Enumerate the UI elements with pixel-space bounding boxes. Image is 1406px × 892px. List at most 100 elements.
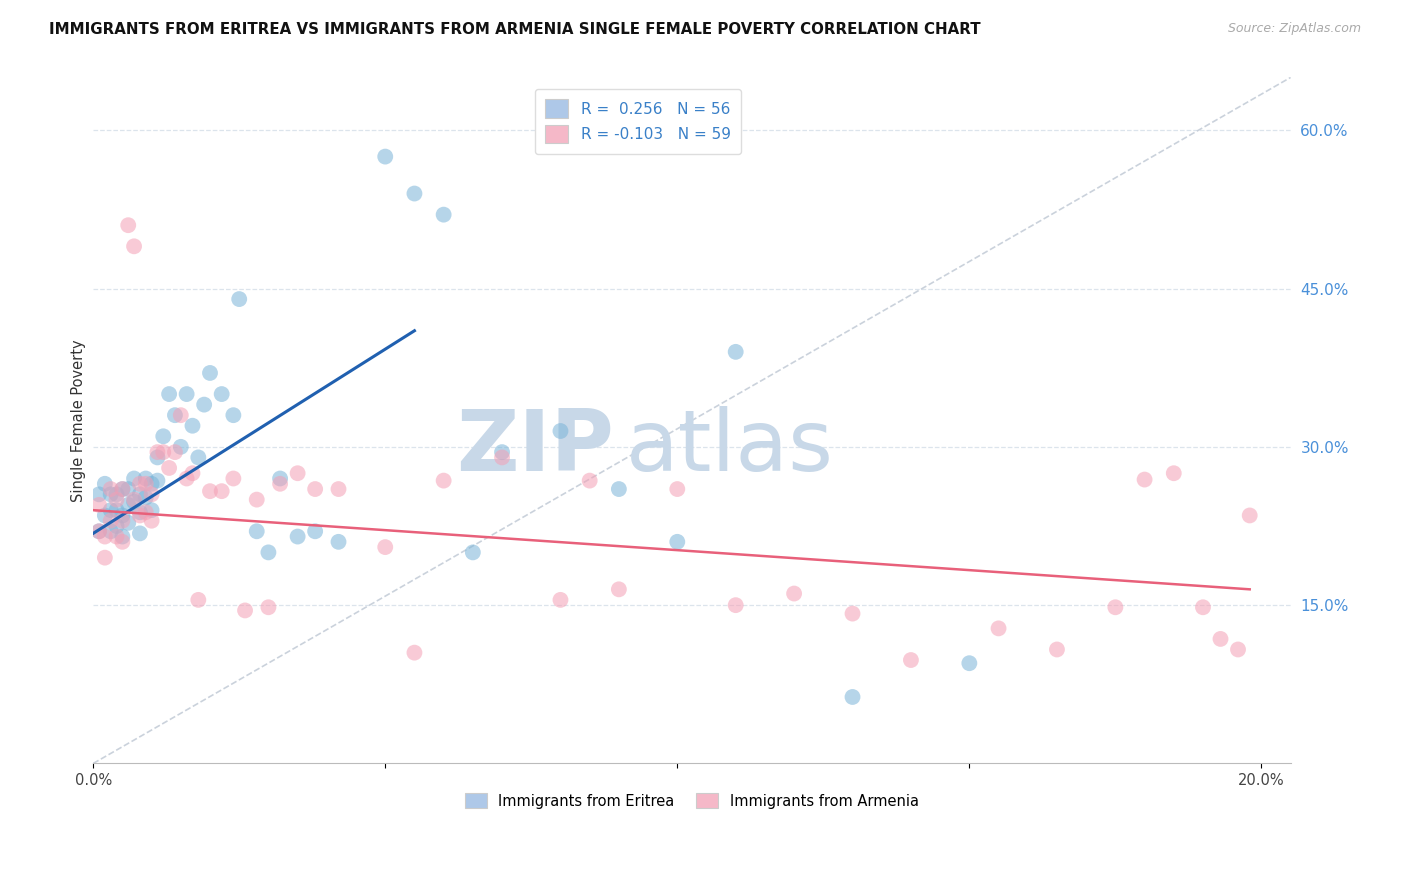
Point — [404, 646, 426, 660]
Point — [1046, 642, 1069, 657]
Text: ZIP: ZIP — [457, 407, 614, 490]
Point — [111, 514, 134, 528]
Point — [157, 387, 180, 401]
Point — [287, 467, 309, 481]
Point — [1209, 632, 1232, 646]
Point — [187, 593, 209, 607]
Point — [193, 398, 215, 412]
Point — [328, 534, 350, 549]
Point — [152, 429, 174, 443]
Point — [170, 408, 193, 422]
Point — [491, 450, 513, 465]
Point — [105, 492, 128, 507]
Point — [122, 471, 145, 485]
Point — [157, 461, 180, 475]
Point — [170, 440, 193, 454]
Point — [304, 482, 326, 496]
Point — [269, 471, 291, 485]
Point — [87, 487, 110, 501]
Point — [135, 471, 157, 485]
Point — [211, 387, 233, 401]
Text: Source: ZipAtlas.com: Source: ZipAtlas.com — [1227, 22, 1361, 36]
Point — [100, 487, 122, 501]
Point — [607, 482, 630, 496]
Point — [100, 503, 122, 517]
Point — [222, 408, 245, 422]
Point — [666, 482, 689, 496]
Point — [198, 366, 221, 380]
Point — [94, 476, 117, 491]
Point — [1163, 467, 1185, 481]
Point — [246, 524, 269, 539]
Point — [724, 598, 747, 612]
Point — [129, 526, 152, 541]
Point — [233, 603, 256, 617]
Point — [105, 530, 128, 544]
Point — [129, 508, 152, 523]
Point — [135, 505, 157, 519]
Point — [987, 621, 1010, 635]
Point — [1227, 642, 1250, 657]
Point — [666, 534, 689, 549]
Point — [257, 600, 280, 615]
Point — [1104, 600, 1126, 615]
Point — [304, 524, 326, 539]
Point — [100, 514, 122, 528]
Point — [841, 607, 863, 621]
Point — [550, 424, 572, 438]
Point — [491, 445, 513, 459]
Point — [146, 450, 169, 465]
Point — [287, 530, 309, 544]
Point — [328, 482, 350, 496]
Point — [433, 208, 456, 222]
Text: IMMIGRANTS FROM ERITREA VS IMMIGRANTS FROM ARMENIA SINGLE FEMALE POVERTY CORRELA: IMMIGRANTS FROM ERITREA VS IMMIGRANTS FR… — [49, 22, 981, 37]
Point — [111, 534, 134, 549]
Point — [461, 545, 484, 559]
Point — [176, 387, 198, 401]
Point — [607, 582, 630, 597]
Point — [129, 476, 152, 491]
Point — [269, 476, 291, 491]
Point — [1133, 473, 1156, 487]
Point — [122, 239, 145, 253]
Point — [129, 487, 152, 501]
Point — [117, 218, 139, 232]
Point — [1239, 508, 1261, 523]
Point — [94, 530, 117, 544]
Point — [122, 492, 145, 507]
Point — [111, 482, 134, 496]
Point — [374, 150, 396, 164]
Legend: Immigrants from Eritrea, Immigrants from Armenia: Immigrants from Eritrea, Immigrants from… — [458, 788, 925, 814]
Point — [181, 418, 204, 433]
Point — [87, 524, 110, 539]
Point — [957, 657, 980, 671]
Point — [94, 508, 117, 523]
Point — [187, 450, 209, 465]
Point — [724, 344, 747, 359]
Point — [129, 505, 152, 519]
Point — [100, 524, 122, 539]
Point — [117, 516, 139, 530]
Point — [257, 545, 280, 559]
Point — [141, 503, 163, 517]
Point — [87, 524, 110, 539]
Point — [222, 471, 245, 485]
Point — [94, 550, 117, 565]
Point — [181, 467, 204, 481]
Point — [111, 530, 134, 544]
Point — [433, 474, 456, 488]
Point — [105, 487, 128, 501]
Point — [141, 487, 163, 501]
Point — [228, 292, 250, 306]
Point — [163, 408, 186, 422]
Point — [211, 484, 233, 499]
Point — [783, 586, 806, 600]
Point — [135, 491, 157, 505]
Point — [141, 476, 163, 491]
Point — [374, 540, 396, 554]
Point — [841, 690, 863, 704]
Y-axis label: Single Female Poverty: Single Female Poverty — [72, 339, 86, 502]
Point — [111, 508, 134, 523]
Point — [900, 653, 922, 667]
Point — [163, 445, 186, 459]
